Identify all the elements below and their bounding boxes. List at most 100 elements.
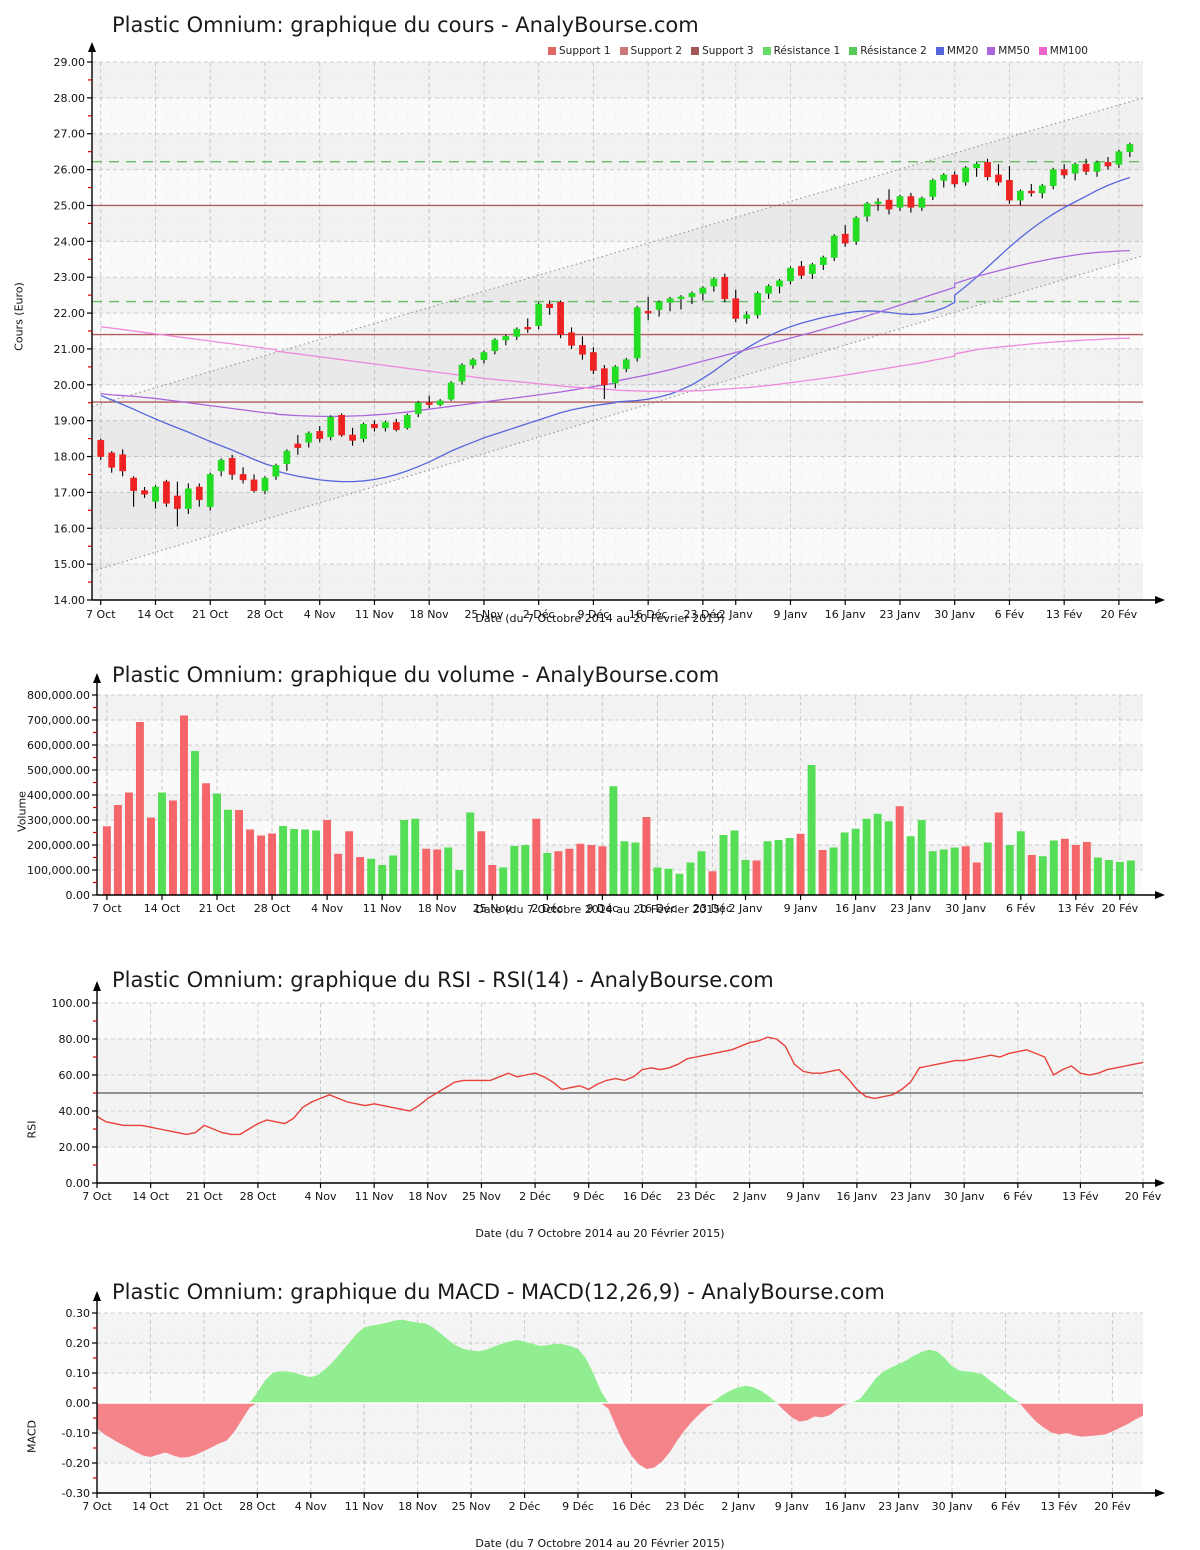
volume-bar xyxy=(730,830,739,895)
rsi-y-tick-label: 40.00 xyxy=(59,1105,91,1118)
x-tick-label: 16 Janv xyxy=(835,902,876,915)
candle-body xyxy=(1049,169,1057,187)
volume-bar xyxy=(983,842,992,895)
x-tick-label: 16 Déc xyxy=(638,902,677,915)
volume-bar xyxy=(565,848,574,895)
volume-bar xyxy=(1005,845,1014,895)
legend-label: Support 1 xyxy=(559,45,611,57)
volume-bar xyxy=(202,783,210,895)
candle-body xyxy=(1082,163,1090,172)
volume-bar xyxy=(675,873,684,895)
price-chart-title: Plastic Omnium: graphique du cours - Ana… xyxy=(112,13,699,37)
legend-swatch-icon xyxy=(762,47,771,55)
candle-body xyxy=(754,293,761,316)
legend-item-support-3: Support 3 xyxy=(691,45,754,57)
candle-body xyxy=(283,450,291,465)
x-tick-label: 2 Janv xyxy=(733,1190,767,1203)
volume-bar xyxy=(994,812,1003,895)
x-tick-label: 9 Janv xyxy=(775,1500,809,1513)
volume-bar xyxy=(939,849,948,895)
candle-body xyxy=(447,382,455,400)
legend-item-mm50: MM50 xyxy=(987,45,1030,57)
price-y-tick-label: 21.00 xyxy=(54,343,86,356)
candle-body xyxy=(765,285,772,294)
candle-body xyxy=(557,302,564,335)
price-x-tick-label: 11 Nov xyxy=(355,608,394,621)
volume-bar xyxy=(477,831,486,895)
volume-bar xyxy=(334,853,343,895)
rsi-x-axis-label: Date (du 7 Octobre 2014 au 20 Février 20… xyxy=(475,1227,725,1240)
legend-item-resistance-1: Résistance 1 xyxy=(762,45,840,57)
x-tick-label: 23 Déc xyxy=(666,1500,705,1513)
x-tick-label: 2 Janv xyxy=(729,902,763,915)
volume-bar xyxy=(752,860,761,895)
volume-bar xyxy=(587,845,596,895)
candle-body xyxy=(316,431,324,439)
x-tick-label: 9 Janv xyxy=(786,1190,820,1203)
price-x-tick-label: 20 Fév xyxy=(1101,608,1138,621)
candle-body xyxy=(1115,151,1123,165)
volume-bar xyxy=(950,847,959,895)
price-y-tick-label: 18.00 xyxy=(54,451,86,464)
candle-body xyxy=(272,465,280,477)
volume-bar xyxy=(356,857,365,895)
legend-swatch-icon xyxy=(935,47,944,55)
candle-body xyxy=(184,488,192,509)
candle-body xyxy=(940,174,948,181)
price-x-tick-label: 16 Janv xyxy=(825,608,866,621)
volume-bar xyxy=(389,855,398,895)
legend-swatch-icon xyxy=(1038,47,1047,55)
volume-bar xyxy=(917,820,926,895)
candle-body xyxy=(392,422,400,430)
price-y-tick-label: 17.00 xyxy=(54,486,86,499)
x-tick-label: 16 Déc xyxy=(612,1500,651,1513)
candle-body xyxy=(152,486,159,502)
legend-item-support-1: Support 1 xyxy=(548,45,611,57)
candle-body xyxy=(929,180,937,197)
candle-body xyxy=(414,402,422,414)
volume-bar xyxy=(1082,842,1091,895)
candle-body xyxy=(1006,180,1013,201)
candle-body xyxy=(655,302,663,310)
x-tick-label: 2 Déc xyxy=(531,902,563,915)
candle-body xyxy=(1104,162,1112,167)
x-tick-label: 6 Fév xyxy=(1006,902,1036,915)
volume-bar xyxy=(400,820,409,895)
legend-label: Support 3 xyxy=(702,45,754,57)
candle-body xyxy=(896,196,904,208)
volume-bar xyxy=(631,842,640,895)
candle-body xyxy=(809,264,816,274)
volume-bar xyxy=(411,818,420,895)
price-x-tick-label: 23 Déc xyxy=(684,608,723,621)
volume-bar xyxy=(543,853,552,895)
candle-body xyxy=(1071,163,1079,174)
candle-body xyxy=(841,233,849,244)
volume-bar xyxy=(1071,845,1080,895)
candle-body xyxy=(568,332,575,346)
x-tick-label: 30 Janv xyxy=(944,1190,985,1203)
price-x-tick-label: 6 Fév xyxy=(995,608,1025,621)
candle-body xyxy=(108,452,116,468)
candle-body xyxy=(984,162,991,178)
x-tick-label: 11 Nov xyxy=(363,902,402,915)
volume-bar xyxy=(135,722,144,895)
x-tick-label: 16 Janv xyxy=(825,1500,866,1513)
volume-bar xyxy=(895,806,904,895)
volume-bar xyxy=(807,765,816,895)
candle-body xyxy=(436,400,444,405)
candle-body xyxy=(798,266,805,276)
candle-body xyxy=(535,303,543,326)
rsi-chart-panel: Plastic Omnium: graphique du RSI - RSI(1… xyxy=(0,955,1200,1275)
volume-y-tick-label: 500,000.00 xyxy=(27,764,90,777)
x-tick-label: 7 Oct xyxy=(82,1500,112,1513)
volume-bar xyxy=(367,858,376,895)
price-y-tick-label: 26.00 xyxy=(54,164,86,177)
candle-body xyxy=(732,298,740,319)
x-tick-label: 25 Nov xyxy=(462,1190,501,1203)
volume-y-tick-label: 0.00 xyxy=(66,889,91,902)
volume-bar xyxy=(664,868,673,895)
volume-bar xyxy=(1115,862,1124,895)
price-y-tick-label: 29.00 xyxy=(54,56,86,69)
macd-y-tick-label: 0.30 xyxy=(66,1307,91,1320)
volume-bar xyxy=(488,865,497,895)
